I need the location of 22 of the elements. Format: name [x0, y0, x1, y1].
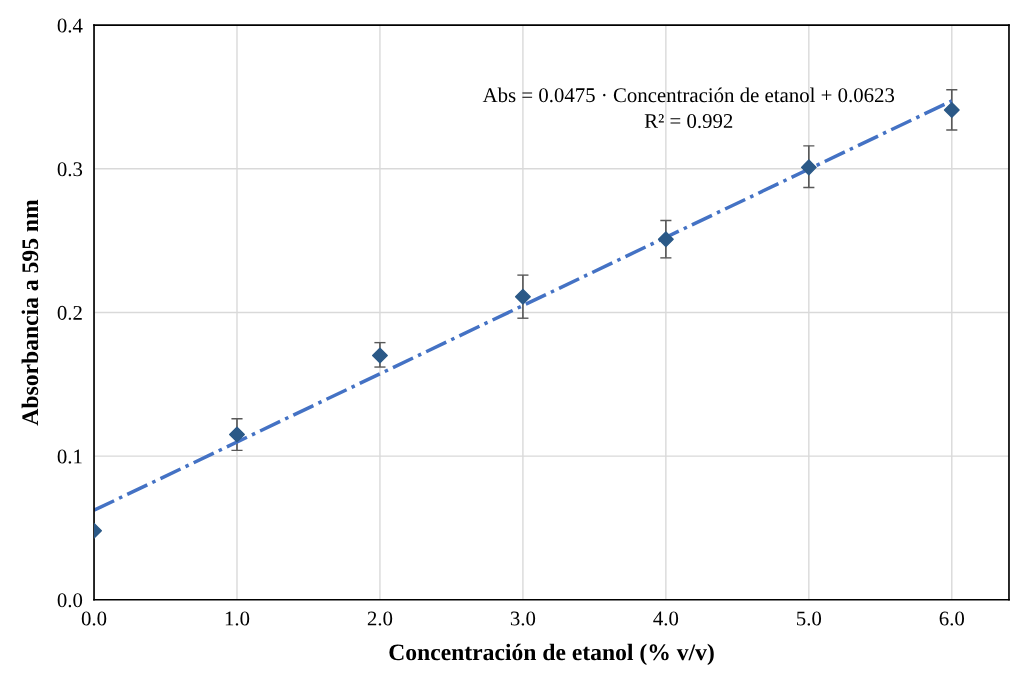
x-tick-label: 1.0: [225, 611, 250, 626]
x-tick-label: 2.0: [367, 611, 393, 626]
y-tick-label: 0.3: [57, 162, 83, 177]
x-tick-label: 5.0: [797, 611, 822, 626]
point: [514, 288, 531, 305]
point: [371, 347, 388, 364]
y-tick-label: 0.2: [57, 305, 82, 320]
x-tick-label: 3.0: [510, 611, 536, 626]
y-axis-title: Absorbancia a 595 nm: [21, 199, 39, 426]
point: [229, 426, 245, 443]
point: [800, 159, 817, 176]
point: [657, 231, 674, 248]
y-tick-label: 0.0: [57, 593, 83, 608]
point: [943, 101, 960, 118]
y-tick-label: 0.4: [57, 18, 83, 33]
x-tick-label: 4.0: [653, 611, 679, 626]
x-tick-label: 6.0: [939, 611, 965, 626]
annotation: Abs = 0.0475 · Concentración de etanol + 0.0623: [482, 87, 895, 103]
annotation: R² = 0.992: [644, 114, 733, 129]
x-axis-title: Concentración de etanol (% v/v): [389, 643, 714, 666]
x-tick-label: 0.0: [81, 611, 107, 626]
y-tick-label: 0.1: [57, 449, 82, 464]
